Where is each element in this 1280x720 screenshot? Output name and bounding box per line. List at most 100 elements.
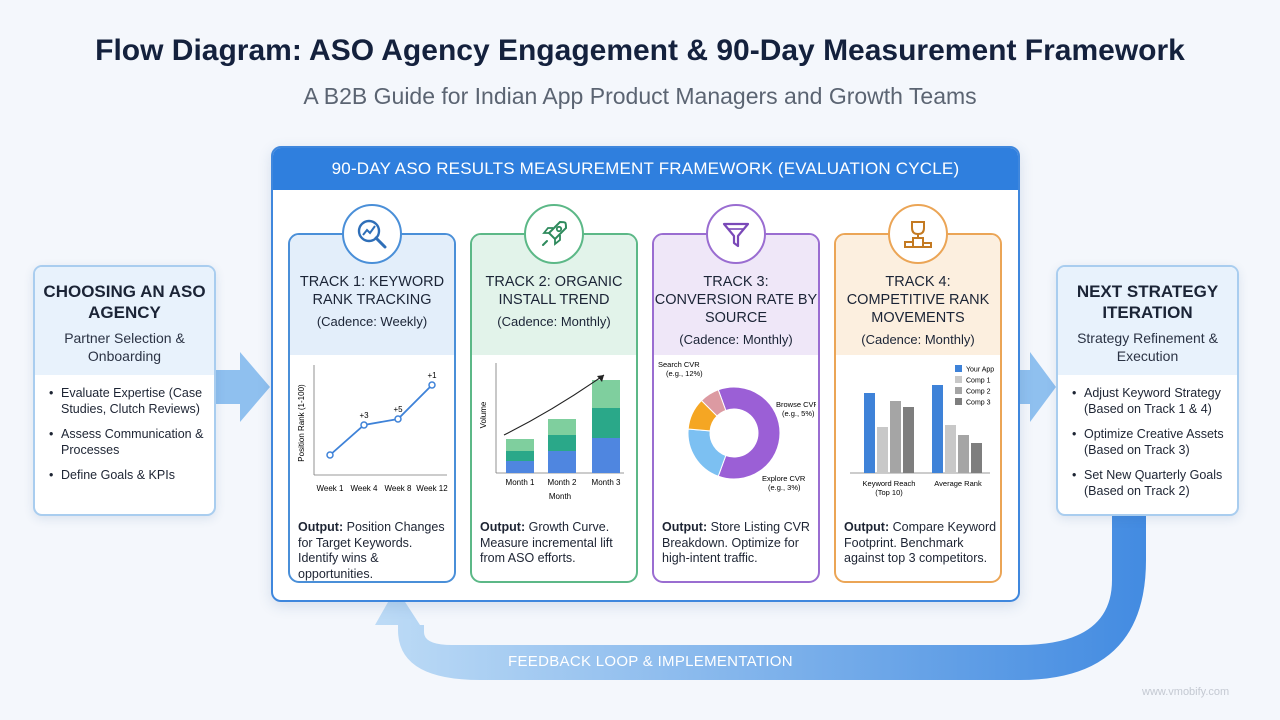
search-cvr-label: Search CVR — [658, 360, 700, 369]
choosing-agency-title: CHOOSING AN ASO AGENCY — [43, 282, 206, 322]
competitive-bar-chart: Keyword Reach(Top 10) Average Rank Your Ap… — [850, 365, 994, 497]
rank-point — [394, 415, 402, 423]
track-3-output: Output: Store Listing CVR Breakdown. Opt… — [662, 520, 810, 565]
stacked-bar-segment — [592, 380, 620, 408]
framework-header: 90-DAY ASO RESULTS MEASUREMENT FRAMEWORK… — [273, 148, 1018, 190]
choosing-agency-header: CHOOSING AN ASO AGENCY Partner Selection… — [35, 267, 214, 375]
list-item: Optimize Creative Assets (Based on Track… — [1072, 426, 1227, 458]
install-trend-chart: Volume Month 1 Month 2 Month 3 Month — [479, 363, 624, 501]
track-4-name: TRACK 4: COMPETITIVE RANK MOVEMENTS — [846, 274, 990, 326]
feedback-loop-arrow — [375, 514, 1146, 680]
stacked-bar-segment — [506, 439, 534, 451]
x-tick-label: Month 3 — [592, 478, 621, 487]
x-tick-label: (Top 10) — [875, 488, 903, 497]
keyword-rank-chart: Position Rank (1-100) Week 1 Week 4 +3 Week … — [297, 365, 448, 493]
track-3-card: TRACK 3: CONVERSION RATE BY SOURCE (Cade… — [652, 204, 820, 583]
browse-cvr-example: (e.g., 5%) — [782, 409, 815, 418]
x-axis-label: Month — [549, 492, 571, 501]
legend-swatch — [955, 387, 962, 394]
donut-slice — [687, 428, 727, 477]
track-1-output: Output: Position Changes for Target Keyw… — [298, 520, 445, 581]
stacked-bar-segment — [592, 438, 620, 473]
grouped-bar — [903, 407, 914, 473]
page-title: Flow Diagram: ASO Agency Engagement & 90… — [95, 34, 1185, 67]
grouped-bar — [877, 427, 888, 473]
cvr-donut-chart: Search CVR(e.g., 12%) Browse CVR(e.g., 5%… — [658, 360, 816, 492]
legend-swatch — [955, 376, 962, 383]
rocket-icon — [524, 204, 584, 264]
grouped-bar — [971, 443, 982, 473]
next-iteration-title: NEXT STRATEGY ITERATION — [1076, 282, 1219, 322]
x-tick-label: Average Rank — [934, 479, 982, 488]
grouped-bar — [932, 385, 943, 473]
feedback-loop-label: FEEDBACK LOOP & IMPLEMENTATION — [508, 653, 793, 670]
x-tick-label: Week 4 — [351, 484, 379, 493]
x-tick-label: Week 8 — [385, 484, 413, 493]
track-4-cadence: (Cadence: Monthly) — [861, 332, 975, 347]
x-tick-label: Month 2 — [548, 478, 577, 487]
x-tick-label: Month 1 — [506, 478, 535, 487]
legend-swatch — [955, 365, 962, 372]
stacked-bar-segment — [592, 408, 620, 438]
rank-change-label: +5 — [393, 405, 403, 414]
trophy-podium-icon — [888, 204, 948, 264]
next-iteration-list: Adjust Keyword Strategy (Based on Track … — [1058, 375, 1237, 499]
track-1-card: TRACK 1: KEYWORD RANK TRACKING (Cadence:… — [288, 204, 456, 583]
rank-change-label: +1 — [427, 371, 437, 380]
track-3-name: TRACK 3: CONVERSION RATE BY SOURCE — [654, 274, 818, 326]
grouped-bar — [958, 435, 969, 473]
search-chart-icon — [342, 204, 402, 264]
track-3-cadence: (Cadence: Monthly) — [679, 332, 793, 347]
y-axis-label: Volume — [479, 401, 488, 428]
list-item: Define Goals & KPIs — [49, 467, 204, 483]
list-item: Adjust Keyword Strategy (Based on Track … — [1072, 385, 1227, 417]
y-axis-label: Position Rank (1-100) — [297, 384, 306, 462]
track-2-card: TRACK 2: ORGANIC INSTALL TREND (Cadence:… — [470, 204, 638, 583]
rank-line — [329, 384, 433, 456]
x-tick-label: Week 12 — [416, 484, 448, 493]
watermark: www.vmobify.com — [1142, 686, 1230, 698]
explore-cvr-label: Explore CVR — [762, 474, 806, 483]
grouped-bar — [945, 425, 956, 473]
grouped-bar — [890, 401, 901, 473]
donut-slice — [700, 389, 727, 417]
stacked-bar-segment — [548, 419, 576, 435]
choosing-agency-subtitle: Partner Selection & Onboarding — [64, 330, 185, 364]
page-subtitle: A B2B Guide for Indian App Product Manag… — [303, 83, 977, 109]
explore-cvr-example: (e.g., 3%) — [768, 483, 801, 492]
track-2-output: Output: Growth Curve. Measure incrementa… — [480, 520, 613, 565]
legend-label: Comp 3 — [966, 400, 991, 407]
trend-arrowhead — [597, 375, 604, 382]
funnel-icon — [706, 204, 766, 264]
list-item: Evaluate Expertise (Case Studies, Clutch… — [49, 385, 204, 417]
rank-point — [360, 421, 368, 429]
stacked-bar-segment — [506, 451, 534, 461]
choosing-agency-box: CHOOSING AN ASO AGENCY Partner Selection… — [33, 265, 216, 516]
search-cvr-example: (e.g., 12%) — [666, 369, 703, 378]
legend-label: Comp 2 — [966, 389, 991, 396]
list-item: Assess Communication & Processes — [49, 426, 204, 458]
growth-trend-arrow — [503, 374, 605, 436]
rank-point — [428, 381, 436, 389]
next-iteration-subtitle: Strategy Refinement & Execution — [1077, 330, 1218, 364]
track-1-cadence: (Cadence: Weekly) — [316, 314, 428, 329]
arrow-framework-to-right — [1020, 352, 1056, 422]
legend-swatch — [955, 398, 962, 405]
stacked-bar-segment — [548, 435, 576, 451]
grouped-bar — [864, 393, 875, 473]
rank-point — [326, 451, 334, 459]
legend-label: Your App — [966, 367, 994, 374]
track-2-name: TRACK 2: ORGANIC INSTALL TREND — [485, 274, 623, 308]
track-4-output: Output: Compare Keyword Footprint. Bench… — [844, 520, 997, 565]
rank-change-label: +3 — [359, 411, 369, 420]
browse-cvr-label: Browse CVR — [776, 400, 816, 409]
x-tick-label: Week 1 — [317, 484, 345, 493]
list-item: Set New Quarterly Goals (Based on Track … — [1072, 467, 1227, 499]
donut-slice — [717, 386, 781, 480]
arrow-left-to-framework — [214, 352, 270, 422]
next-iteration-box: NEXT STRATEGY ITERATION Strategy Refinem… — [1056, 265, 1239, 516]
x-tick-label: Keyword Reach — [863, 479, 916, 488]
choosing-agency-list: Evaluate Expertise (Case Studies, Clutch… — [35, 375, 214, 483]
track-1-name: TRACK 1: KEYWORD RANK TRACKING — [299, 274, 445, 308]
